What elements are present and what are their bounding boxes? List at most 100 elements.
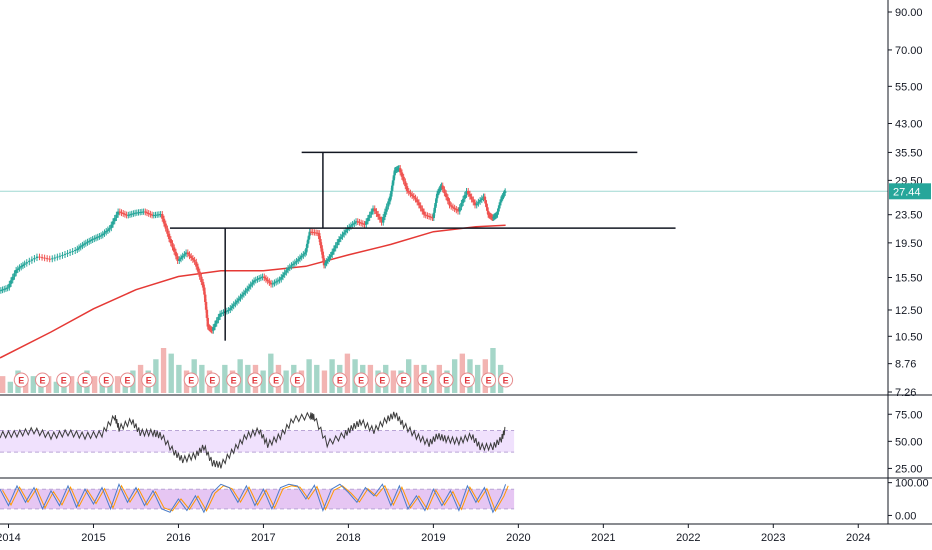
candle-body: [302, 254, 305, 256]
candle-body: [127, 214, 130, 216]
candle-body: [33, 257, 36, 260]
time-tick-label: 2015: [81, 532, 105, 544]
candle-body: [385, 206, 388, 212]
price-tick-label: 90.00: [895, 7, 923, 19]
candle-body: [58, 255, 62, 257]
earnings-marker-label: E: [486, 376, 492, 386]
candle-body: [234, 302, 237, 305]
candle-body: [56, 256, 59, 258]
candle-body: [123, 213, 127, 215]
candle-body: [89, 239, 93, 241]
candle-body: [68, 251, 72, 253]
candle-body: [376, 213, 380, 217]
candle-body: [20, 266, 23, 268]
candle-body: [94, 237, 98, 239]
rsi-tick-label: 50.00: [895, 436, 923, 448]
candle-body: [465, 190, 468, 195]
earnings-marker: [481, 372, 497, 388]
volume-bar: [137, 364, 144, 393]
stochastic-pane[interactable]: [0, 482, 515, 514]
candle-body: [51, 258, 54, 260]
price-tick-label: 55.00: [895, 81, 923, 93]
candle-body: [256, 278, 259, 280]
candle-body: [93, 238, 96, 240]
candle-body: [344, 230, 348, 233]
candle-body: [493, 215, 497, 217]
volume-bar: [22, 381, 29, 393]
earnings-marker-label: E: [401, 376, 407, 386]
candle-body: [122, 213, 125, 215]
volume-bar: [107, 381, 113, 393]
earnings-marker-label: E: [39, 376, 45, 386]
candle-body: [320, 245, 323, 252]
candle-body: [115, 214, 118, 218]
volume-bar: [283, 370, 289, 393]
candle-body: [319, 239, 322, 246]
rsi-pane[interactable]: [0, 411, 515, 469]
candle-body: [261, 276, 264, 278]
candle-body: [167, 233, 171, 240]
candle-body: [368, 214, 371, 218]
candle-body: [77, 247, 81, 249]
candle-body: [503, 191, 507, 193]
candle-body: [166, 228, 169, 234]
candle-body: [455, 209, 458, 211]
earnings-marker-label: E: [422, 376, 428, 386]
candle-body: [225, 310, 229, 312]
candle-body: [48, 258, 51, 260]
volume-bar: [390, 370, 397, 393]
volume-bar: [321, 370, 328, 393]
rsi-tick-label: 75.00: [895, 409, 923, 421]
candle-body: [249, 284, 252, 287]
candle-body: [207, 326, 210, 328]
volume-bar: [7, 381, 14, 393]
candle-body: [242, 292, 246, 295]
candle-body: [443, 189, 446, 194]
candle-body: [453, 207, 456, 210]
candle-body: [200, 276, 203, 283]
candle-body: [498, 202, 502, 206]
volume-bar: [176, 364, 182, 393]
candle-body: [500, 197, 503, 200]
candle-body: [463, 194, 467, 199]
candle-body: [179, 257, 183, 260]
candle-body: [204, 301, 208, 310]
time-tick-label: 2020: [506, 532, 530, 544]
candle-body: [365, 221, 368, 225]
candle-body: [427, 215, 431, 217]
earnings-marker-label: E: [188, 376, 194, 386]
candle-body: [252, 280, 256, 283]
candle-body: [3, 288, 6, 290]
candle-body: [53, 257, 57, 259]
candle-body: [140, 211, 144, 213]
candle-body: [404, 181, 407, 187]
candle-body: [285, 270, 288, 273]
candle-body: [388, 196, 392, 202]
volume-bar: [30, 376, 37, 393]
candle-body: [1, 289, 4, 291]
candle-body: [291, 263, 295, 266]
candle-body: [397, 168, 401, 170]
candle-body: [410, 194, 414, 196]
candle-body: [178, 259, 181, 261]
candle-body: [16, 268, 20, 270]
volume-bar: [168, 353, 174, 393]
earnings-marker: [204, 372, 220, 388]
candle-body: [383, 211, 387, 218]
candle-body: [440, 185, 443, 188]
candle-body: [503, 192, 506, 195]
volume-bar: [344, 353, 351, 393]
candle-body: [446, 197, 450, 202]
time-tick-label: 2016: [166, 532, 190, 544]
candle-body: [378, 216, 382, 220]
candle-body: [496, 211, 499, 215]
earnings-marker: [289, 372, 305, 388]
candle-body: [162, 218, 166, 224]
candle-body: [205, 309, 209, 318]
time-tick-label: 2021: [591, 532, 615, 544]
candle-body: [186, 252, 189, 255]
volume-bar: [329, 359, 335, 393]
